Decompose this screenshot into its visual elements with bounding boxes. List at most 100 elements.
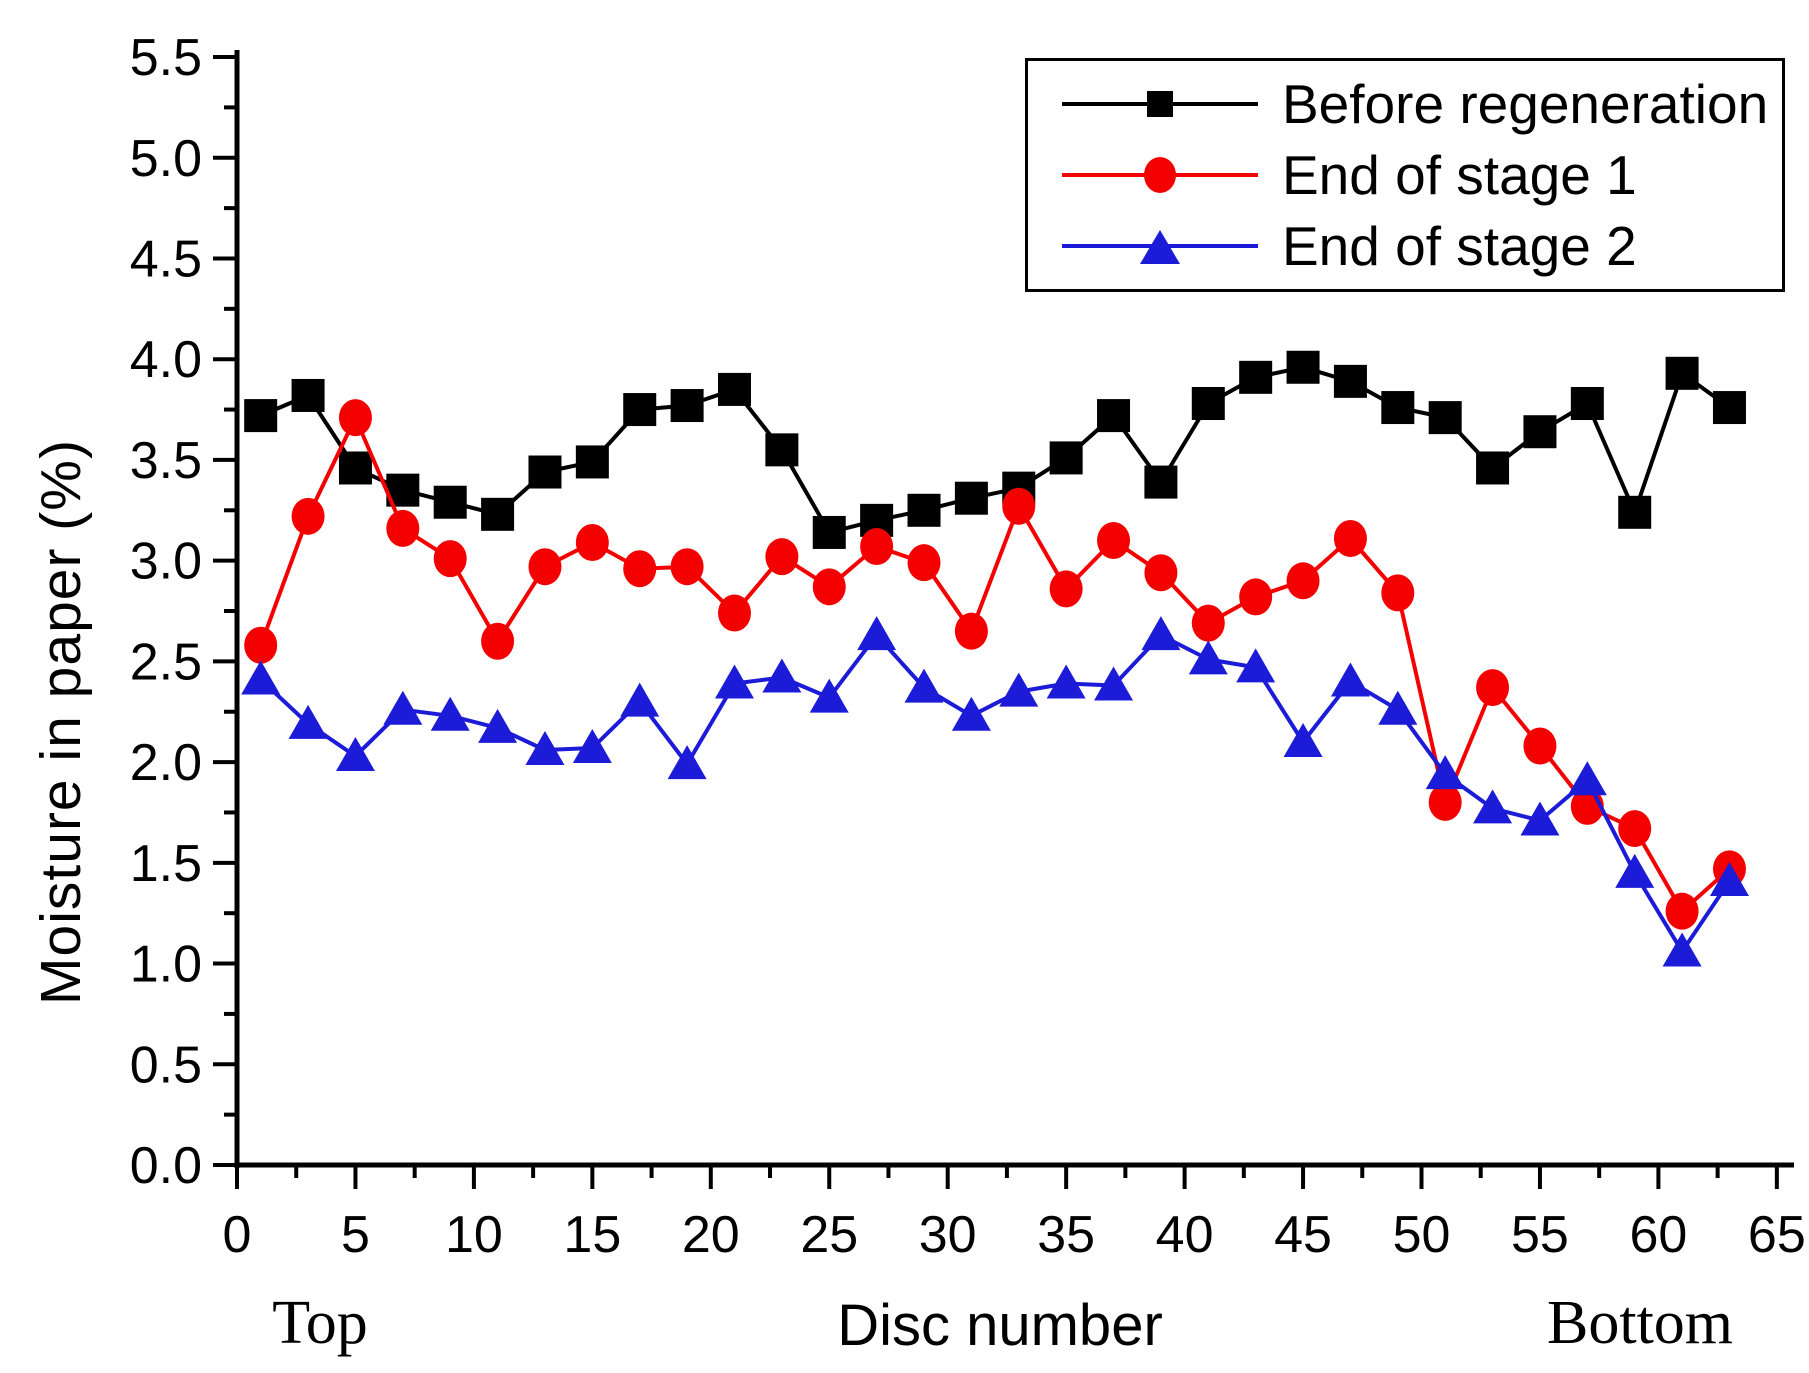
series-line-triangle: [259, 633, 1732, 954]
marker-square-disc-37: [1097, 399, 1131, 433]
y-tick-label: 1.5: [130, 835, 202, 893]
marker-square-disc-21: [717, 372, 751, 406]
marker-circle-disc-53: [1476, 669, 1510, 707]
x-tick-label: 65: [1748, 1206, 1806, 1264]
marker-triangle-disc-43: [1236, 648, 1276, 683]
marker-square-disc-13: [528, 455, 562, 489]
marker-circle-disc-29: [907, 544, 941, 582]
marker-circle-disc-59: [1618, 810, 1652, 848]
marker-square-disc-1: [244, 399, 278, 433]
legend-label: End of stage 2: [1282, 214, 1637, 277]
marker-triangle-disc-39: [1141, 616, 1181, 651]
marker-square-disc-43: [1239, 360, 1273, 394]
marker-square-disc-35: [1049, 441, 1083, 475]
marker-triangle-disc-59: [1615, 853, 1655, 888]
marker-triangle-disc-1: [241, 660, 281, 695]
marker-square-disc-25: [812, 515, 846, 549]
marker-circle-disc-51: [1428, 783, 1462, 821]
marker-square-disc-19: [670, 389, 704, 423]
marker-circle-disc-5: [338, 399, 372, 437]
marker-circle-disc-19: [670, 548, 704, 586]
marker-triangle-disc-53: [1473, 789, 1513, 824]
marker-triangle-disc-51: [1425, 755, 1465, 790]
x-tick-label: 5: [341, 1206, 370, 1264]
square-marker-icon: [1147, 91, 1173, 118]
marker-triangle-disc-45: [1283, 722, 1323, 757]
legend-sample-blue-line: [1062, 224, 1258, 268]
marker-triangle-disc-31: [951, 696, 991, 731]
marker-square-disc-31: [954, 481, 988, 515]
marker-square-disc-11: [481, 497, 515, 531]
marker-circle-disc-45: [1286, 562, 1320, 600]
y-tick-label: 4.0: [130, 331, 202, 389]
marker-circle-disc-55: [1523, 727, 1557, 765]
marker-triangle-disc-17: [620, 682, 660, 717]
x-tick-label: 15: [563, 1206, 621, 1264]
marker-triangle-disc-15: [572, 728, 612, 763]
marker-circle-disc-25: [812, 568, 846, 606]
legend-row-end-of-stage-1: End of stage 1: [1062, 143, 1772, 207]
legend-sample-red-line: [1062, 153, 1258, 197]
legend-sample-black-line: [1062, 82, 1258, 126]
marker-triangle-disc-33: [999, 672, 1039, 707]
marker-square-disc-29: [907, 493, 941, 527]
marker-square-disc-23: [765, 433, 799, 467]
y-tick-label: 4.5: [130, 230, 202, 288]
marker-square-disc-51: [1428, 401, 1462, 435]
marker-circle-disc-41: [1191, 604, 1225, 642]
y-tick-label: 5.5: [130, 29, 202, 87]
marker-triangle-disc-49: [1378, 690, 1418, 725]
marker-circle-disc-15: [575, 524, 609, 562]
y-axis-title: Moisture in paper (%): [29, 439, 93, 1005]
marker-triangle-disc-9: [430, 696, 470, 731]
x-tick-label: 40: [1156, 1206, 1214, 1264]
x-tick-label: 55: [1511, 1206, 1569, 1264]
y-tick-label: 0.5: [130, 1036, 202, 1094]
marker-triangle-disc-11: [478, 708, 518, 743]
marker-circle-disc-23: [765, 538, 799, 576]
marker-triangle-disc-41: [1188, 640, 1228, 675]
chart-legend: Before regeneration End of stage 1 End o…: [1025, 58, 1785, 292]
marker-triangle-disc-21: [714, 664, 754, 699]
marker-circle-disc-61: [1665, 892, 1699, 930]
marker-square-disc-49: [1381, 391, 1415, 425]
marker-square-disc-61: [1665, 356, 1699, 390]
marker-triangle-disc-27: [857, 616, 897, 651]
y-tick-label: 1.0: [130, 936, 202, 994]
x-axis-top-annotation: Top: [272, 1289, 368, 1357]
marker-triangle-disc-55: [1520, 801, 1560, 836]
marker-square-disc-47: [1333, 364, 1367, 398]
marker-circle-disc-13: [528, 548, 562, 586]
marker-circle-disc-9: [433, 540, 467, 578]
x-tick-label: 20: [682, 1206, 740, 1264]
y-tick-label: 3.0: [130, 533, 202, 591]
marker-circle-disc-21: [717, 594, 751, 632]
x-axis-bottom-annotation: Bottom: [1546, 1289, 1734, 1357]
marker-triangle-disc-5: [335, 737, 375, 772]
marker-circle-disc-47: [1333, 519, 1367, 557]
y-tick-label: 3.5: [130, 432, 202, 490]
marker-circle-disc-7: [386, 509, 420, 547]
marker-triangle-disc-47: [1330, 662, 1370, 697]
y-tick-label: 0.0: [130, 1137, 202, 1195]
x-tick-label: 45: [1274, 1206, 1332, 1264]
marker-circle-disc-37: [1097, 522, 1131, 560]
marker-triangle-disc-13: [525, 731, 565, 766]
marker-square-disc-59: [1618, 495, 1652, 529]
marker-triangle-disc-61: [1662, 932, 1702, 967]
marker-square-disc-39: [1144, 465, 1178, 499]
x-tick-label: 60: [1629, 1206, 1687, 1264]
y-tick-label: 5.0: [130, 130, 202, 188]
marker-triangle-disc-29: [904, 668, 944, 703]
marker-triangle-disc-37: [1094, 666, 1134, 701]
marker-circle-disc-27: [860, 528, 894, 566]
x-tick-label: 35: [1037, 1206, 1095, 1264]
marker-square-disc-57: [1570, 387, 1604, 421]
x-tick-label: 50: [1393, 1206, 1451, 1264]
marker-square-disc-45: [1286, 350, 1320, 384]
x-tick-label: 0: [223, 1206, 252, 1264]
y-tick-label: 2.5: [130, 633, 202, 691]
marker-triangle-disc-57: [1567, 761, 1607, 796]
